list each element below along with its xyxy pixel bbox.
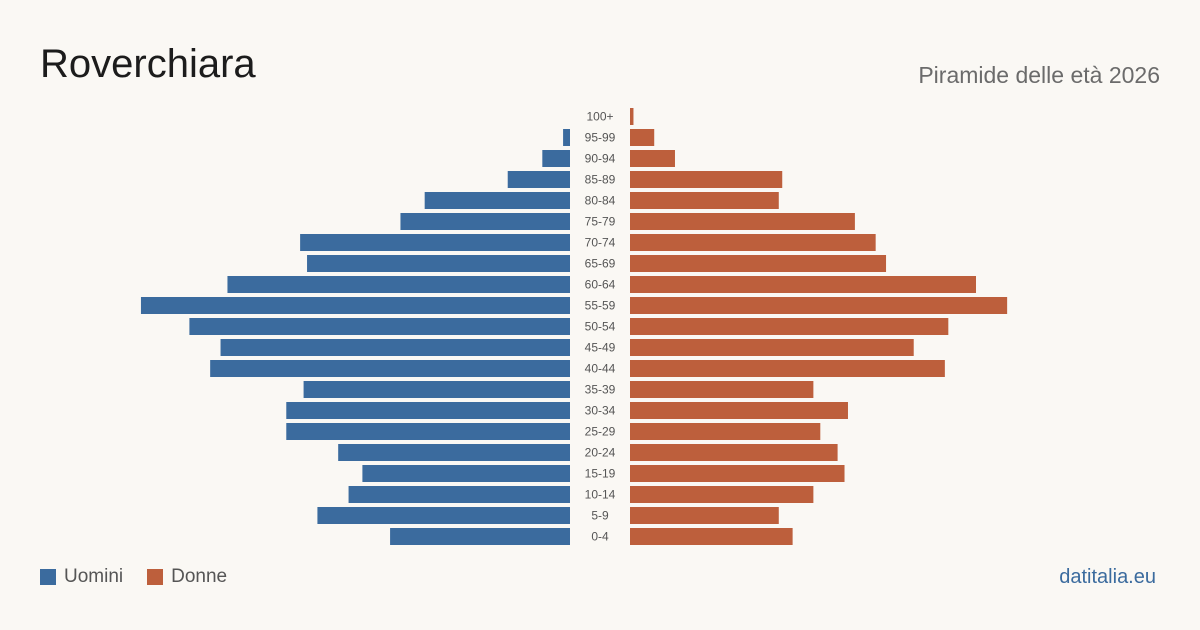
bar-men-80-84 [424,192,570,209]
bar-women-50-54 [630,318,949,335]
bar-men-65-69 [307,255,570,272]
bar-men-0-4 [390,528,570,545]
bar-women-5-9 [630,507,779,524]
age-label-45-49: 45-49 [585,341,616,355]
bar-women-60-64 [630,276,976,293]
age-label-40-44: 40-44 [585,362,616,376]
bar-men-95-99 [563,129,570,146]
bar-men-5-9 [317,507,570,524]
bar-men-50-54 [189,318,570,335]
age-label-75-79: 75-79 [585,215,616,229]
age-label-80-84: 80-84 [585,194,616,208]
bar-women-80-84 [630,192,779,209]
bar-women-70-74 [630,234,876,251]
bar-men-15-19 [362,465,570,482]
age-label-95-99: 95-99 [585,131,616,145]
bar-men-25-29 [286,423,570,440]
bar-women-15-19 [630,465,845,482]
age-label-0-4: 0-4 [591,530,609,544]
bar-men-60-64 [227,276,570,293]
bar-men-90-94 [542,150,570,167]
bar-women-90-94 [630,150,675,167]
legend-swatch-women [147,569,164,585]
bar-men-45-49 [220,339,571,356]
legend: Uomini Donne [40,566,241,588]
legend-label-men: Uomini [64,566,124,587]
legend-swatch-men [40,569,56,585]
bar-women-10-14 [630,486,814,503]
bar-women-100+ [630,108,634,125]
bar-women-75-79 [630,213,855,230]
bar-women-65-69 [630,255,887,272]
age-label-65-69: 65-69 [585,257,616,271]
chart-title: Roverchiara [40,42,256,86]
brand-link[interactable]: datitalia.eu [1059,566,1156,588]
legend-label-women: Donne [171,566,228,587]
bar-men-20-24 [338,444,570,461]
chart-subtitle: Piramide delle età 2026 [918,62,1160,88]
age-label-70-74: 70-74 [585,236,616,250]
age-label-50-54: 50-54 [585,320,616,334]
age-label-100+: 100+ [586,110,613,124]
bar-men-85-89 [507,171,570,188]
age-label-30-34: 30-34 [585,404,616,418]
age-label-35-39: 35-39 [585,383,616,397]
bar-men-55-59 [140,297,570,314]
bar-men-30-34 [286,402,570,419]
bar-women-35-39 [630,381,814,398]
age-label-55-59: 55-59 [585,299,616,313]
bar-women-25-29 [630,423,821,440]
legend-item-men: Uomini [40,566,123,588]
bar-men-35-39 [303,381,570,398]
bar-women-0-4 [630,528,793,545]
age-label-10-14: 10-14 [585,488,616,502]
bar-women-40-44 [630,360,945,377]
bar-women-55-59 [630,297,1008,314]
age-label-25-29: 25-29 [585,425,616,439]
bar-men-10-14 [348,486,570,503]
age-label-20-24: 20-24 [585,446,616,460]
legend-item-women: Donne [147,566,227,588]
age-label-60-64: 60-64 [585,278,616,292]
bar-women-20-24 [630,444,838,461]
age-label-85-89: 85-89 [585,173,616,187]
bar-men-75-79 [400,213,570,230]
bar-men-40-44 [210,360,570,377]
bar-women-85-89 [630,171,783,188]
age-label-90-94: 90-94 [585,152,616,166]
bar-women-30-34 [630,402,848,419]
age-label-15-19: 15-19 [585,467,616,481]
bar-women-45-49 [630,339,914,356]
bar-men-70-74 [300,234,570,251]
bar-women-95-99 [630,129,655,146]
age-label-5-9: 5-9 [591,509,609,523]
